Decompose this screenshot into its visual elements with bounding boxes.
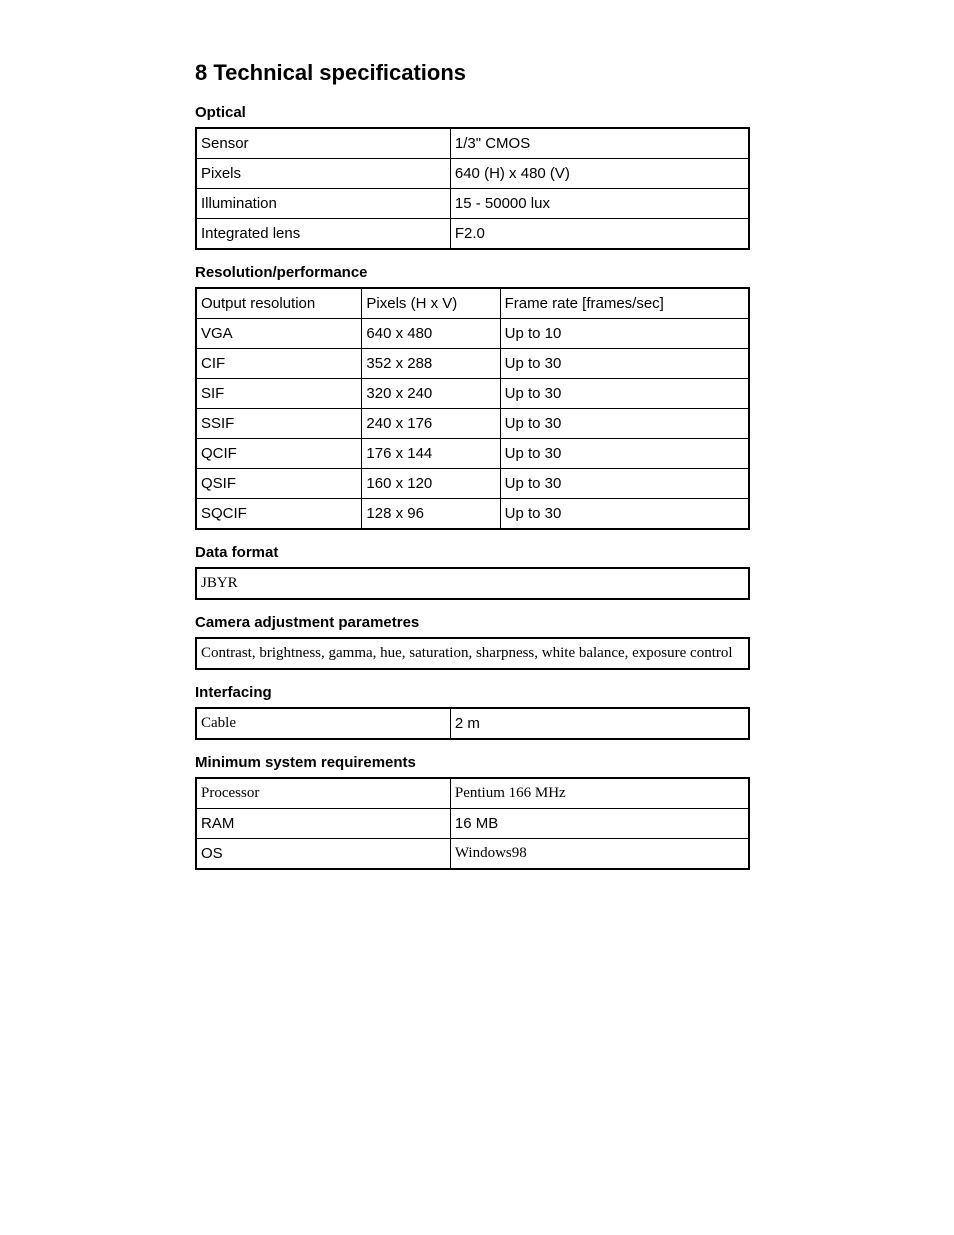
heading-optical: Optical [195,104,754,121]
cell: 240 x 176 [362,409,500,439]
table-row: RAM 16 MB [196,809,749,839]
table-row: JBYR [196,568,749,599]
cell: VGA [196,319,362,349]
table-row: Integrated lens F2.0 [196,219,749,250]
table-row: Cable 2 m [196,708,749,739]
cell-label: Illumination [196,189,450,219]
cell-value: 2 m [450,708,749,739]
cell: 352 x 288 [362,349,500,379]
table-row: Illumination 15 - 50000 lux [196,189,749,219]
cell: SIF [196,379,362,409]
cell: 160 x 120 [362,469,500,499]
cell: Up to 10 [500,319,749,349]
column-header: Pixels (H x V) [362,288,500,319]
cell: 176 x 144 [362,439,500,469]
heading-camera-adjust: Camera adjustment parametres [195,614,754,631]
table-row: Processor Pentium 166 MHz [196,778,749,809]
cell: Up to 30 [500,439,749,469]
cell: QCIF [196,439,362,469]
cell: Up to 30 [500,409,749,439]
cell: 640 x 480 [362,319,500,349]
cell: 320 x 240 [362,379,500,409]
cell-value: 1/3" CMOS [450,128,749,159]
cell-value: F2.0 [450,219,749,250]
cell: Up to 30 [500,469,749,499]
cell-value: Contrast, brightness, gamma, hue, satura… [196,638,749,669]
cell-label: Processor [196,778,450,809]
cell-value: 640 (H) x 480 (V) [450,159,749,189]
page-title: 8 Technical specifications [195,60,754,86]
cell: QSIF [196,469,362,499]
heading-dataformat: Data format [195,544,754,561]
cell: SSIF [196,409,362,439]
table-row: CIF 352 x 288 Up to 30 [196,349,749,379]
table-row: OS Windows98 [196,839,749,870]
cell-label: Integrated lens [196,219,450,250]
table-row: Pixels 640 (H) x 480 (V) [196,159,749,189]
table-header-row: Output resolution Pixels (H x V) Frame r… [196,288,749,319]
table-interfacing: Cable 2 m [195,707,750,740]
heading-minsys: Minimum system requirements [195,754,754,771]
table-row: QSIF 160 x 120 Up to 30 [196,469,749,499]
column-header: Output resolution [196,288,362,319]
table-minsys: Processor Pentium 166 MHz RAM 16 MB OS W… [195,777,750,870]
table-row: SQCIF 128 x 96 Up to 30 [196,499,749,530]
cell-label: RAM [196,809,450,839]
table-row: SIF 320 x 240 Up to 30 [196,379,749,409]
cell-value: Pentium 166 MHz [450,778,749,809]
table-row: VGA 640 x 480 Up to 10 [196,319,749,349]
table-dataformat: JBYR [195,567,750,600]
cell: CIF [196,349,362,379]
cell-label: Pixels [196,159,450,189]
page-container: 8 Technical specifications Optical Senso… [0,0,954,930]
table-row: Sensor 1/3" CMOS [196,128,749,159]
table-row: SSIF 240 x 176 Up to 30 [196,409,749,439]
table-resolution: Output resolution Pixels (H x V) Frame r… [195,287,750,530]
cell: Up to 30 [500,379,749,409]
heading-resolution: Resolution/performance [195,264,754,281]
cell-label: Sensor [196,128,450,159]
cell: 128 x 96 [362,499,500,530]
table-row: QCIF 176 x 144 Up to 30 [196,439,749,469]
cell-value: Windows98 [450,839,749,870]
cell-value: 15 - 50000 lux [450,189,749,219]
table-row: Contrast, brightness, gamma, hue, satura… [196,638,749,669]
table-optical: Sensor 1/3" CMOS Pixels 640 (H) x 480 (V… [195,127,750,250]
cell: Up to 30 [500,349,749,379]
cell-value: 16 MB [450,809,749,839]
cell: Up to 30 [500,499,749,530]
cell: SQCIF [196,499,362,530]
cell-value: JBYR [196,568,749,599]
heading-interfacing: Interfacing [195,684,754,701]
column-header: Frame rate [frames/sec] [500,288,749,319]
cell-label: OS [196,839,450,870]
cell-label: Cable [196,708,450,739]
table-camera-adjust: Contrast, brightness, gamma, hue, satura… [195,637,750,670]
